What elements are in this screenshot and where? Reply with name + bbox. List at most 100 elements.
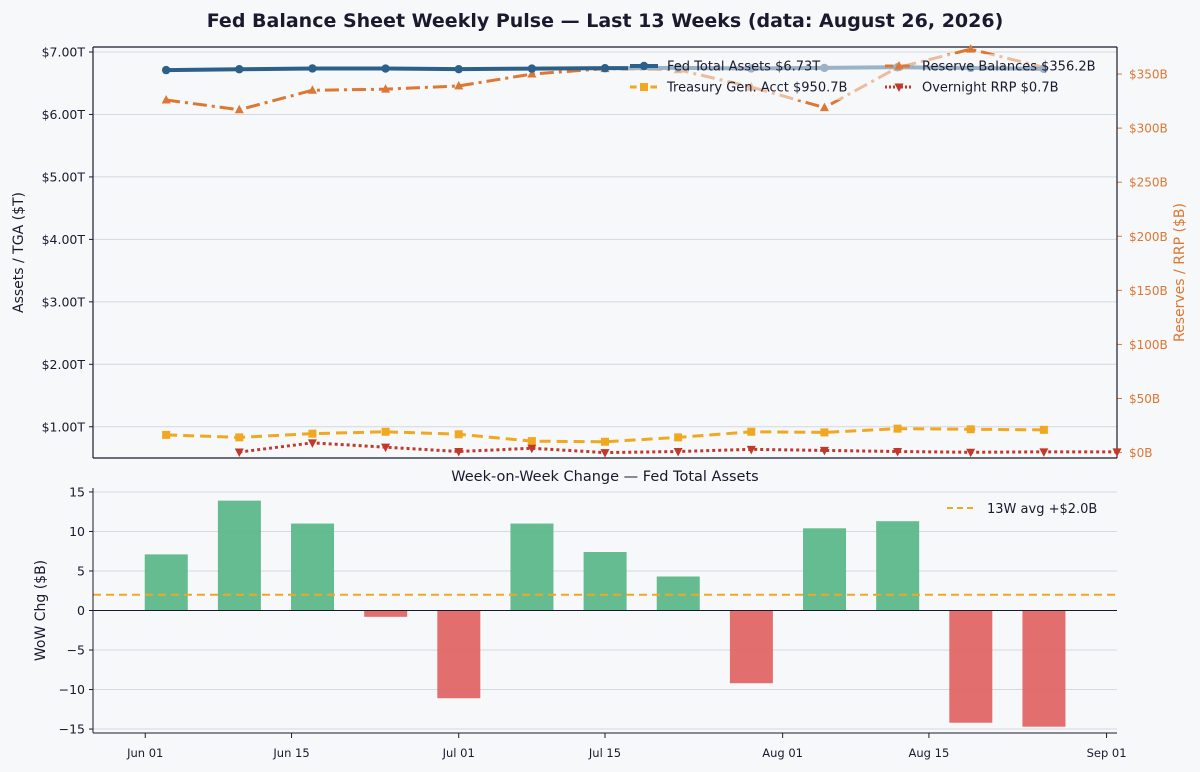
data-point [746,445,756,455]
y-tick-label-left: $6.00T [42,107,86,122]
y-tick-label: 15 [69,484,85,499]
y-tick-label-left: $3.00T [42,294,86,309]
wow-bar [803,528,847,611]
x-tick-label: Aug 15 [909,746,950,760]
wow-bar [656,576,700,611]
data-point [307,439,317,448]
x-tick-label: Aug 01 [762,746,803,760]
data-point [527,444,537,454]
y-axis-label-bottom: WoW Chg ($B) [33,560,49,661]
data-point [454,448,464,457]
wow-bar [510,523,554,611]
data-point [674,433,683,442]
legend-label: 13W avg +$2.0B [987,502,1097,517]
y-axis-label-left: Assets / TGA ($T) [11,192,27,313]
data-point [1039,448,1049,457]
y-tick-label: −15 [59,722,85,737]
data-point [161,65,171,75]
series-overnight-rrp [234,439,1122,458]
y-tick-label-right: $100B [1129,338,1168,352]
legend-marker [894,61,904,70]
data-point [966,44,976,53]
y-tick-label-left: $5.00T [42,169,86,184]
data-point [966,448,976,458]
data-point [893,448,903,457]
data-point [527,437,536,446]
wow-bar [729,610,773,684]
legend-label: Treasury Gen. Acct $950.7B [666,81,847,96]
data-point [307,85,317,94]
data-point [454,430,463,439]
data-point [381,427,390,436]
legend-label: Overnight RRP $0.7B [922,81,1059,96]
wow-bar [949,610,993,723]
y-tick-label-right: $350B [1129,68,1168,82]
legend-label: Fed Total Assets $6.73T [667,60,820,75]
legend-item: Overnight RRP $0.7B [885,81,1059,96]
legend-label: Reserve Balances $356.2B [922,60,1096,75]
bottom-legend: 13W avg +$2.0B [947,502,1097,517]
bottom-panel: Week-on-Week Change — Fed Total Assets −1… [33,469,1127,760]
data-point [381,84,391,93]
wow-bar [876,521,920,611]
x-tick-label: Jun 15 [272,746,309,760]
y-tick-label-left: $2.00T [42,357,86,372]
x-tick-label: Jul 01 [442,746,475,760]
data-point [600,449,610,458]
legend-item: Fed Total Assets $6.73T [630,60,820,75]
y-tick-label-right: $0B [1129,446,1153,460]
data-point [820,428,829,437]
y-tick-label: −5 [67,643,85,658]
data-point [454,80,464,90]
data-point [234,448,244,458]
x-tick-label: Jul 15 [588,746,621,760]
y-tick-label-left: $7.00T [42,44,86,59]
y-tick-label: 5 [77,563,85,578]
wow-bar [583,552,627,611]
data-point [381,64,390,73]
legend-marker [639,61,649,71]
legend-item: Reserve Balances $356.2B [885,60,1096,75]
wow-bar [1022,610,1066,727]
x-tick-label: Jun 01 [126,746,163,760]
data-point [1112,448,1122,457]
y-tick-label-left: $4.00T [42,232,86,247]
y-tick-label-left: $1.00T [42,419,86,434]
data-point [234,104,244,114]
y-tick-label-right: $250B [1129,176,1168,190]
data-point [747,427,756,436]
data-point [893,424,902,433]
wow-bar [144,554,188,611]
data-point [527,69,537,78]
legend-marker [894,83,904,92]
data-point [527,64,537,73]
y-tick-label: 10 [69,524,85,539]
data-point [819,446,829,456]
top-legend: Fed Total Assets $6.73T Reserve Balances … [628,54,1112,100]
x-tick-label: Sep 01 [1087,746,1127,760]
data-point [161,94,171,104]
chart-title: Fed Balance Sheet Weekly Pulse — Last 13… [207,10,1004,32]
y-tick-label: −10 [59,682,85,697]
data-point [673,448,683,457]
y-tick-label-right: $150B [1129,284,1168,298]
data-point [235,65,244,74]
data-point [600,63,610,73]
y-axis-label-right: Reserves / RRP ($B) [1172,203,1188,342]
data-point [235,433,244,442]
y-tick-label: 0 [77,603,85,618]
series-treasury-gen-acct [162,424,1048,446]
y-tick-label-right: $200B [1129,230,1168,244]
bottom-panel-title: Week-on-Week Change — Fed Total Assets [451,469,758,485]
data-point [381,443,391,453]
wow-bar [291,523,335,611]
legend-marker [640,83,648,91]
data-point [819,102,829,112]
wow-bar [364,610,408,617]
wow-bar [437,610,481,699]
data-point [308,429,317,438]
data-point [966,425,975,434]
y-tick-label-right: $300B [1129,122,1168,136]
data-point [601,437,609,446]
